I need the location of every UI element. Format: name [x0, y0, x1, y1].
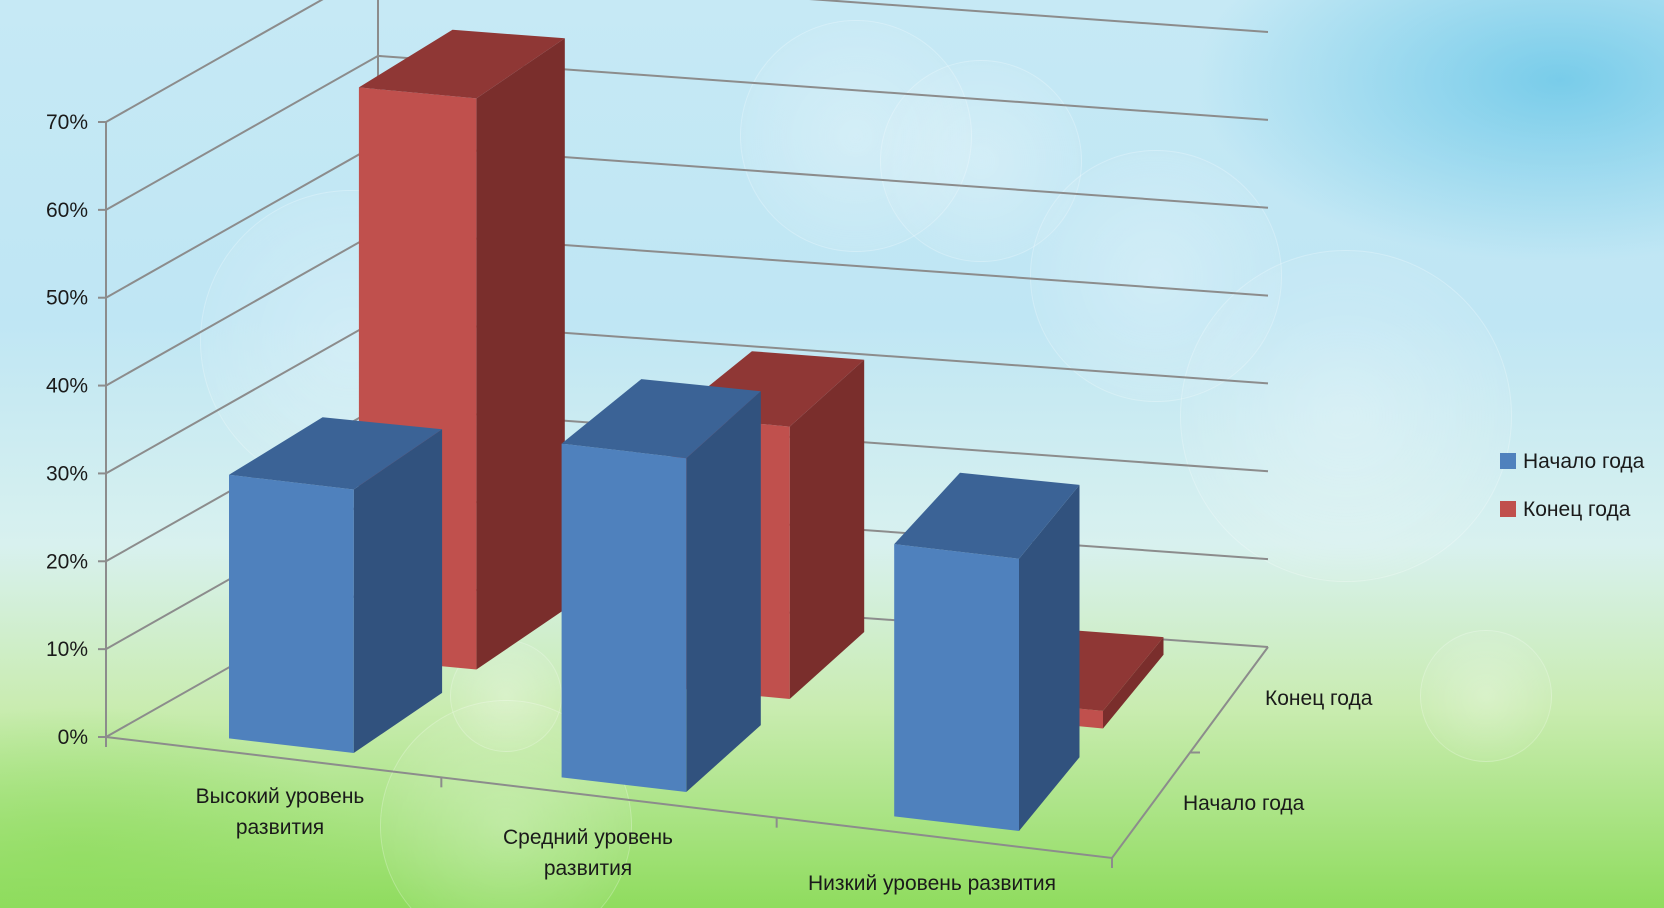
- bar-front-face: [561, 443, 687, 792]
- depth-axis-labels: Начало года Конец года: [1183, 687, 1373, 815]
- bar-top-face: [561, 379, 761, 459]
- gridline: [105, 142, 1269, 299]
- category-label: Средний уровень развития: [503, 826, 673, 880]
- bokeh-bubble: [1420, 630, 1552, 762]
- bar-top-face: [894, 472, 1080, 559]
- y-axis-tick-labels: 0% 10% 20% 30% 40% 50% 60% 70%: [46, 111, 88, 749]
- y-tick-label: 60%: [46, 199, 88, 222]
- y-tick-label: 20%: [46, 550, 88, 573]
- legend-swatch: [1500, 501, 1516, 517]
- legend-label: Начало года: [1523, 450, 1645, 473]
- legend-swatch: [1500, 453, 1516, 469]
- y-tick-label: 0%: [58, 726, 88, 749]
- bar-side-face: [1103, 637, 1164, 729]
- bar-side-face: [476, 38, 565, 670]
- bars: [229, 29, 1164, 831]
- bar-top-face: [358, 29, 565, 99]
- bar-front-face: [894, 544, 1019, 831]
- y-tick-label: 30%: [46, 462, 88, 485]
- gridline: [105, 54, 1269, 211]
- bar-side-face: [789, 359, 865, 699]
- bar-start-2: [894, 472, 1080, 831]
- bar-top-face: [229, 417, 443, 490]
- depth-axis-label: Конец года: [1265, 687, 1373, 710]
- y-tick-label: 50%: [46, 287, 88, 310]
- bar-side-face: [686, 391, 761, 792]
- category-labels: Высокий уровень развития Средний уровень ра…: [196, 785, 1056, 895]
- y-tick-label: 10%: [46, 638, 88, 661]
- depth-axis-label: Начало года: [1183, 792, 1305, 815]
- axes: [98, 121, 1269, 868]
- legend-label: Конец года: [1523, 498, 1631, 521]
- bar-start-1: [561, 379, 761, 792]
- y-tick-label: 40%: [46, 375, 88, 398]
- bokeh-bubble: [1180, 250, 1512, 582]
- y-tick-label: 70%: [46, 111, 88, 134]
- category-label: Высокий уровень развития: [196, 785, 365, 839]
- bar-front-face: [229, 474, 354, 753]
- bar-side-face: [353, 429, 443, 753]
- gridline: [105, 230, 1269, 387]
- category-label: Низкий уровень развития: [808, 872, 1056, 895]
- bar-start-0: [229, 417, 443, 753]
- gridline: [105, 0, 1269, 123]
- bar-side-face: [1019, 484, 1080, 831]
- legend: Начало года Конец года: [1500, 450, 1645, 521]
